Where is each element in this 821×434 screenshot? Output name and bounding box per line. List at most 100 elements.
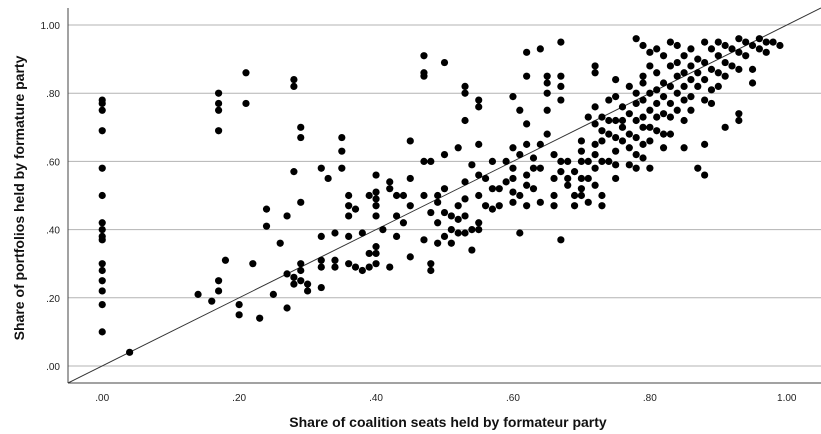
data-point	[564, 157, 572, 166]
data-point	[591, 150, 599, 159]
data-point	[701, 171, 709, 179]
data-point	[372, 249, 380, 258]
data-point	[550, 191, 558, 200]
data-point	[632, 133, 640, 142]
data-point	[372, 188, 380, 196]
data-point	[358, 266, 366, 275]
data-point	[570, 202, 579, 210]
data-point	[351, 263, 360, 271]
data-point	[755, 35, 763, 43]
data-point	[372, 212, 380, 220]
data-point	[331, 256, 339, 264]
data-point	[612, 161, 620, 169]
data-point	[639, 72, 647, 80]
data-point	[461, 178, 469, 186]
data-point	[639, 96, 647, 104]
data-point	[358, 229, 366, 237]
data-point	[454, 229, 462, 237]
data-point	[488, 205, 497, 213]
data-point	[338, 164, 346, 172]
x-axis-title: Share of coalition seats held by formate…	[289, 414, 607, 430]
data-point	[694, 69, 702, 77]
data-point	[215, 89, 223, 97]
data-point	[612, 116, 620, 125]
data-point	[372, 243, 380, 251]
y-tick-label: .00	[46, 362, 60, 373]
data-point	[707, 99, 716, 108]
x-tick-labels: .00 .20 .40 .60 .80 1.00	[95, 393, 797, 404]
data-point	[666, 99, 675, 108]
data-point	[605, 116, 613, 125]
data-point	[776, 41, 784, 50]
data-point	[550, 174, 558, 183]
data-point	[331, 263, 339, 271]
data-point	[523, 140, 531, 148]
data-point	[351, 205, 360, 213]
data-point	[420, 236, 428, 244]
data-point	[440, 150, 449, 159]
data-point	[735, 65, 743, 73]
data-point	[208, 297, 216, 305]
data-point	[591, 62, 599, 70]
data-point	[666, 82, 675, 91]
data-point	[434, 198, 442, 206]
data-point	[701, 38, 709, 46]
data-point	[529, 154, 538, 162]
data-point	[98, 164, 106, 172]
data-point	[447, 225, 455, 234]
data-point	[269, 290, 277, 298]
data-point	[509, 144, 517, 152]
data-point	[653, 45, 661, 53]
data-point	[523, 202, 531, 210]
data-point	[591, 140, 599, 148]
data-point	[509, 188, 517, 196]
data-point	[618, 137, 627, 145]
data-point	[440, 58, 449, 67]
data-point	[714, 52, 722, 60]
data-point	[577, 137, 586, 145]
data-point	[379, 225, 387, 234]
data-point	[653, 99, 661, 108]
data-point	[694, 55, 702, 63]
data-point	[570, 168, 579, 176]
data-point	[707, 45, 716, 53]
data-point	[598, 191, 606, 200]
data-point	[557, 72, 565, 80]
data-point	[331, 229, 339, 237]
data-point	[475, 219, 483, 227]
x-tick-label: .20	[232, 393, 246, 404]
data-point	[303, 280, 312, 288]
data-point	[735, 48, 743, 56]
data-point	[543, 89, 551, 97]
data-point	[728, 45, 736, 53]
data-point	[215, 287, 223, 295]
data-point	[659, 144, 668, 152]
data-point	[742, 38, 750, 46]
data-point	[475, 96, 483, 104]
data-point	[194, 290, 202, 298]
data-point	[653, 69, 661, 77]
data-point	[564, 181, 572, 189]
data-point	[687, 45, 695, 53]
data-point	[632, 164, 640, 172]
data-point	[625, 110, 633, 118]
data-point	[488, 157, 497, 166]
data-point	[748, 41, 757, 50]
data-point	[406, 253, 414, 261]
data-point	[605, 130, 613, 138]
data-point	[598, 137, 606, 145]
data-point	[748, 65, 757, 73]
data-point	[557, 157, 565, 166]
data-point	[509, 198, 517, 206]
data-point	[372, 195, 380, 203]
data-point	[406, 202, 414, 210]
data-point	[550, 202, 558, 210]
data-point	[639, 123, 647, 131]
data-point	[502, 157, 510, 166]
data-point	[290, 273, 298, 281]
data-point	[728, 62, 736, 70]
data-point	[529, 185, 538, 193]
data-point	[523, 120, 531, 128]
data-point	[303, 287, 312, 295]
